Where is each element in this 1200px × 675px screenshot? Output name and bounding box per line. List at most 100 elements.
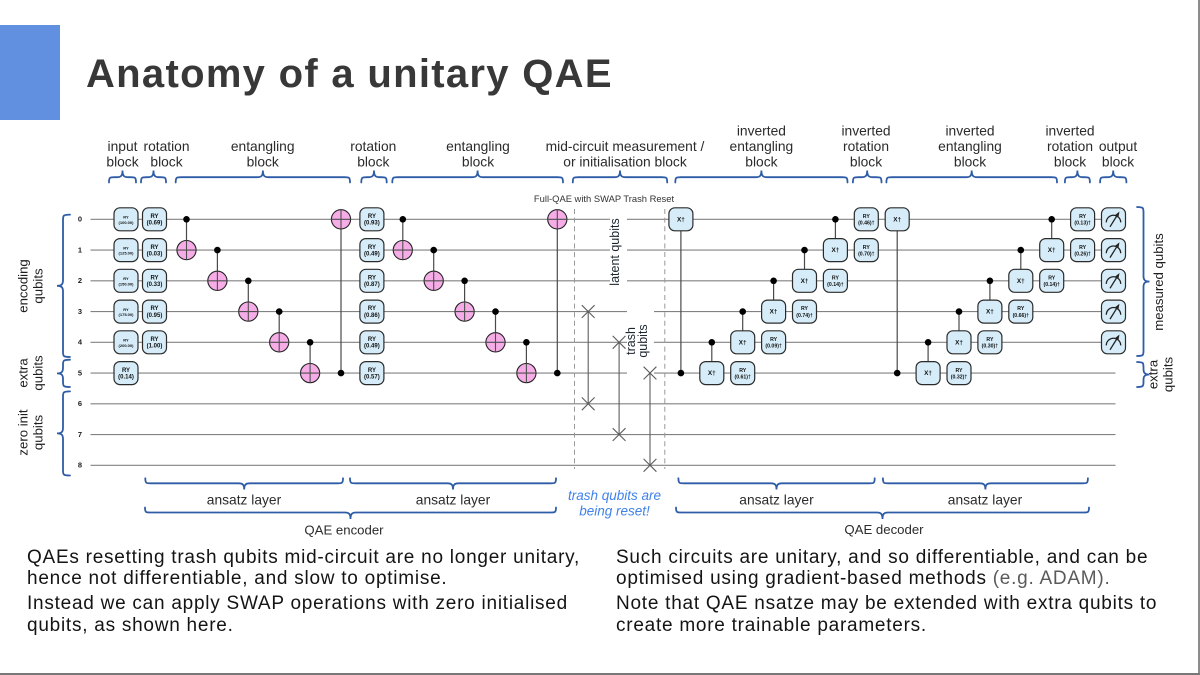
svg-text:(0.14)†: (0.14)† <box>827 282 844 288</box>
svg-text:(100.00): (100.00) <box>119 220 135 225</box>
svg-text:entangling: entangling <box>231 139 295 154</box>
svg-text:block: block <box>850 154 882 169</box>
svg-text:X†: X† <box>739 339 747 346</box>
svg-text:(0.86): (0.86) <box>364 313 380 319</box>
svg-text:block: block <box>357 154 389 169</box>
svg-text:X†: X† <box>831 247 839 254</box>
svg-text:(1.00): (1.00) <box>147 344 163 350</box>
svg-text:4: 4 <box>78 338 83 347</box>
svg-text:3: 3 <box>78 307 82 316</box>
svg-text:Full-QAE with SWAP Trash Reset: Full-QAE with SWAP Trash Reset <box>534 193 675 204</box>
svg-text:X†: X† <box>708 370 716 377</box>
svg-text:RY: RY <box>150 306 158 312</box>
svg-text:RY: RY <box>863 245 871 251</box>
svg-text:X†: X† <box>1048 247 1056 254</box>
svg-text:(0.13)†: (0.13)† <box>1074 221 1091 227</box>
svg-text:RY: RY <box>832 276 840 282</box>
svg-text:output: output <box>1099 139 1138 154</box>
svg-text:or initialisation block: or initialisation block <box>563 154 687 169</box>
svg-text:(0.09)†: (0.09)† <box>765 344 782 350</box>
svg-text:block: block <box>745 154 777 169</box>
svg-text:inverted: inverted <box>1045 124 1094 139</box>
svg-text:RY: RY <box>986 337 994 343</box>
svg-text:RY: RY <box>123 338 129 343</box>
svg-text:(0.57): (0.57) <box>364 374 380 380</box>
svg-text:RY: RY <box>1079 214 1087 220</box>
svg-text:RY: RY <box>150 337 158 343</box>
svg-text:QAE decoder: QAE decoder <box>844 522 924 537</box>
svg-text:latent qubits: latent qubits <box>608 218 622 285</box>
svg-text:rotation: rotation <box>1047 139 1093 154</box>
svg-text:RY: RY <box>150 276 158 282</box>
svg-text:RY: RY <box>1048 276 1056 282</box>
svg-text:qubits: qubits <box>31 355 46 391</box>
svg-text:entangling: entangling <box>938 139 1002 154</box>
svg-text:ansatz layer: ansatz layer <box>207 493 282 508</box>
svg-text:block: block <box>106 154 138 169</box>
svg-text:RY: RY <box>368 306 376 312</box>
svg-text:(175.00): (175.00) <box>119 312 135 317</box>
svg-text:rotation: rotation <box>350 139 396 154</box>
svg-text:(0.33): (0.33) <box>147 282 163 288</box>
svg-text:RY: RY <box>368 245 376 251</box>
svg-text:(0.49): (0.49) <box>364 344 380 350</box>
svg-text:(200.00): (200.00) <box>119 343 135 348</box>
svg-text:RY: RY <box>123 307 129 312</box>
svg-text:X†: X† <box>770 309 778 316</box>
svg-text:RY: RY <box>739 368 747 374</box>
svg-text:(0.74)†: (0.74)† <box>796 313 813 319</box>
svg-text:RY: RY <box>368 214 376 220</box>
svg-text:RY: RY <box>863 214 871 220</box>
svg-text:X†: X† <box>924 370 932 377</box>
svg-text:(0.32)†: (0.32)† <box>951 374 968 380</box>
svg-text:RY: RY <box>770 337 778 343</box>
svg-text:block: block <box>1102 154 1134 169</box>
svg-text:block: block <box>462 154 494 169</box>
svg-text:RY: RY <box>123 246 129 251</box>
svg-text:(0.46)†: (0.46)† <box>858 221 875 227</box>
svg-text:zero init: zero init <box>16 409 31 456</box>
svg-text:(0.03): (0.03) <box>147 251 163 257</box>
svg-text:X†: X† <box>955 339 963 346</box>
svg-text:7: 7 <box>78 430 82 439</box>
svg-text:extra: extra <box>1146 359 1161 389</box>
svg-text:X†: X† <box>1017 278 1025 285</box>
svg-text:(0.26)†: (0.26)† <box>1074 251 1091 257</box>
svg-text:(0.61)†: (0.61)† <box>734 374 751 380</box>
svg-text:(0.93): (0.93) <box>364 221 380 227</box>
svg-text:RY: RY <box>955 368 963 374</box>
svg-text:measured qubits: measured qubits <box>1151 233 1166 331</box>
svg-text:qubits: qubits <box>1161 357 1176 393</box>
svg-text:X†: X† <box>893 216 901 223</box>
svg-text:inverted: inverted <box>945 124 994 139</box>
svg-text:block: block <box>954 154 986 169</box>
svg-text:inverted: inverted <box>737 124 786 139</box>
svg-text:RY: RY <box>1079 245 1087 251</box>
svg-text:trash qubits are: trash qubits are <box>568 488 661 503</box>
svg-text:qubits: qubits <box>31 268 46 304</box>
svg-text:(0.69): (0.69) <box>147 221 163 227</box>
svg-text:6: 6 <box>78 399 82 408</box>
svg-text:0: 0 <box>78 215 82 224</box>
svg-text:inverted: inverted <box>841 124 890 139</box>
svg-text:qubits: qubits <box>31 415 46 451</box>
svg-text:QAE encoder: QAE encoder <box>304 523 384 538</box>
svg-text:mid-circuit measurement /: mid-circuit measurement / <box>546 139 705 154</box>
svg-text:RY: RY <box>122 368 130 374</box>
svg-text:RY: RY <box>150 214 158 220</box>
svg-text:RY: RY <box>801 306 809 312</box>
svg-text:RY: RY <box>368 368 376 374</box>
svg-text:trash: trash <box>624 327 638 355</box>
svg-text:8: 8 <box>78 461 82 470</box>
svg-text:(0.87): (0.87) <box>364 282 380 288</box>
svg-text:X†: X† <box>801 278 809 285</box>
svg-text:5: 5 <box>78 368 82 377</box>
svg-text:RY: RY <box>123 215 129 220</box>
svg-text:entangling: entangling <box>446 139 510 154</box>
svg-text:ansatz layer: ansatz layer <box>416 493 491 508</box>
svg-text:block: block <box>1054 154 1086 169</box>
svg-text:(0.14)†: (0.14)† <box>1043 282 1060 288</box>
svg-text:(0.14): (0.14) <box>118 374 134 380</box>
svg-text:extra: extra <box>16 358 31 388</box>
svg-text:block: block <box>150 154 182 169</box>
